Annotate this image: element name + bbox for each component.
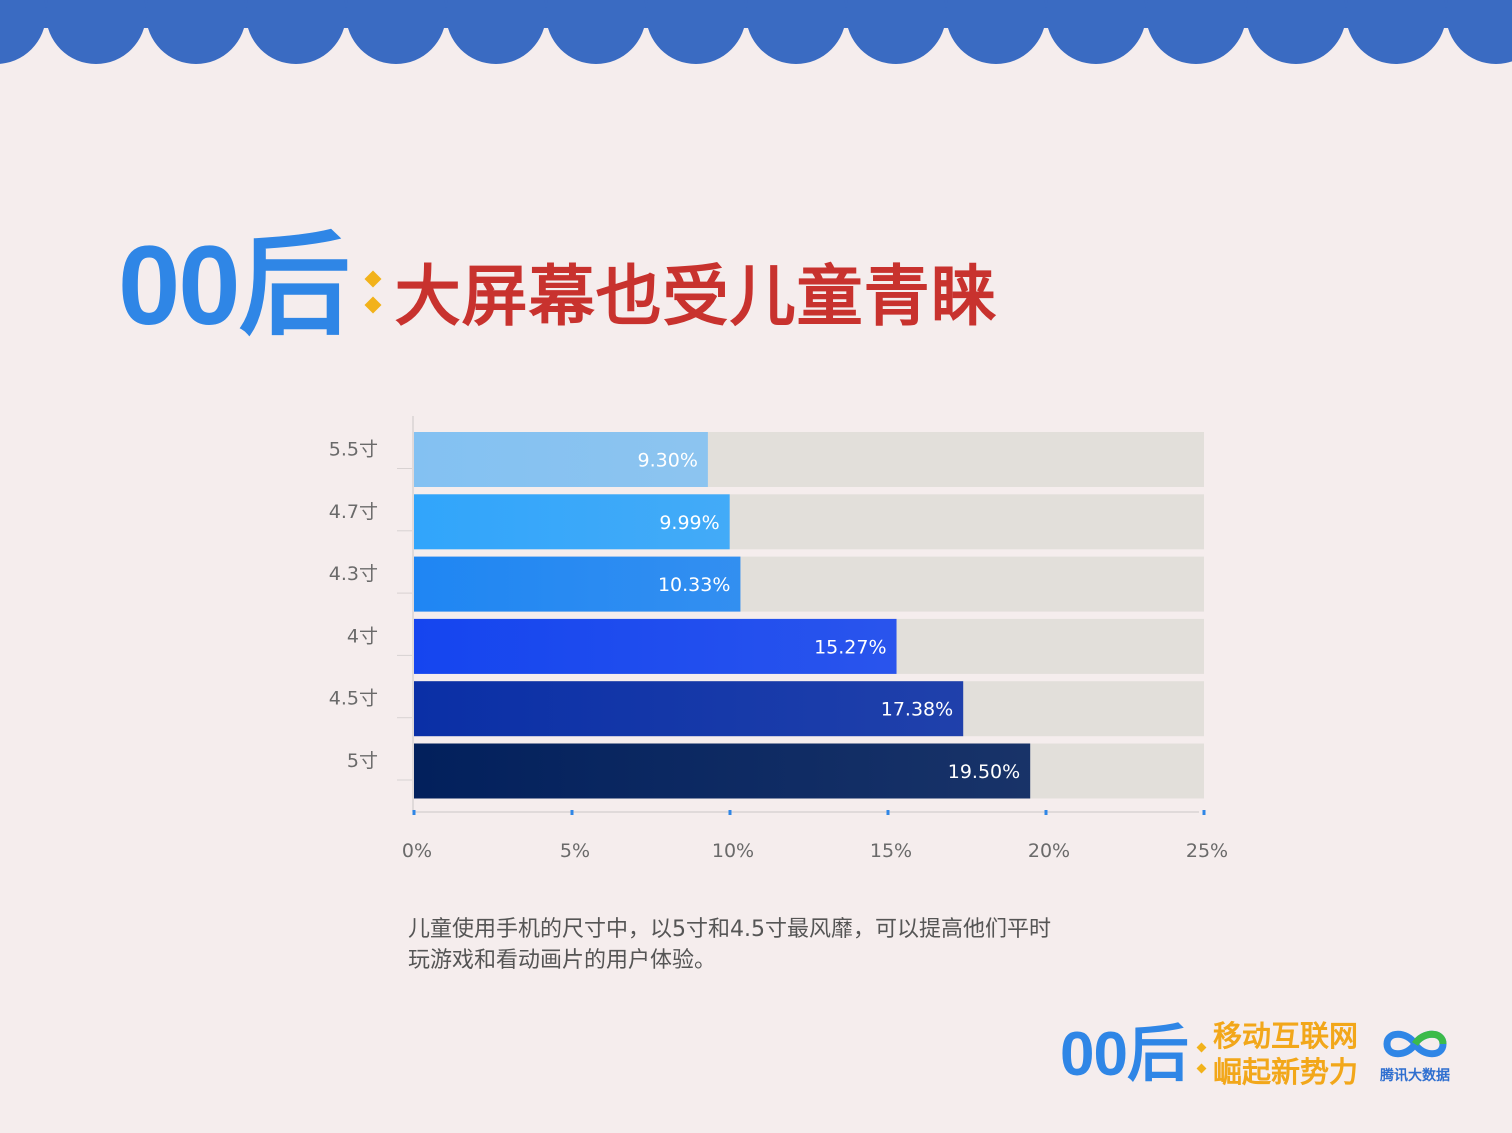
footer-title: 00后: [1060, 1020, 1189, 1089]
infinity-icon: [1383, 1030, 1447, 1058]
banner-scallop: [1346, 0, 1446, 64]
bar-value-label: 17.38%: [881, 699, 953, 721]
page-title: 00后 大屏幕也受儿童青睐: [118, 226, 998, 346]
banner-scallop: [146, 0, 246, 64]
banner-scallop: [1246, 0, 1346, 64]
banner-scallop: [946, 0, 1046, 64]
banner-scallop: [46, 0, 146, 64]
category-label: 4.3寸: [329, 563, 378, 585]
banner-scallop: [546, 0, 646, 64]
footer-slogan: 移动互联网 崛起新势力: [1213, 1019, 1358, 1091]
chart-caption: 儿童使用手机的尺寸中，以5寸和4.5寸最风靡，可以提高他们平时 玩游戏和看动画片…: [408, 914, 1168, 976]
bar-value-label: 9.30%: [638, 450, 698, 472]
category-label: 4.5寸: [329, 688, 378, 710]
caption-line-2: 玩游戏和看动画片的用户体验。: [408, 948, 717, 973]
footer-slogan-line-2: 崛起新势力: [1212, 1057, 1358, 1089]
caption-line-1: 儿童使用手机的尺寸中，以5寸和4.5寸最风靡，可以提高他们平时: [408, 917, 1051, 942]
x-tick-label: 10%: [712, 840, 754, 862]
scalloped-banner: [0, 0, 1512, 64]
bar-value-label: 9.99%: [659, 512, 719, 534]
bar: [414, 556, 741, 612]
tencent-bigdata-logo: 腾讯大数据: [1380, 1025, 1450, 1085]
banner-scallop: [846, 0, 946, 64]
logo-text: 腾讯大数据: [1379, 1067, 1450, 1083]
footer-brand: 00后 移动互联网 崛起新势力 腾讯大数据: [1060, 1020, 1450, 1090]
x-tick-label: 20%: [1028, 840, 1070, 862]
banner-scallop: [446, 0, 546, 64]
bar-value-label: 15.27%: [814, 636, 886, 658]
banner-scallop: [1046, 0, 1146, 64]
banner-scallop: [1146, 0, 1246, 64]
banner-scallop: [346, 0, 446, 64]
x-tick-label: 25%: [1186, 840, 1228, 862]
footer-colon-icon: [1196, 1042, 1207, 1074]
bar: [414, 743, 1031, 799]
footer-slogan-line-1: 移动互联网: [1212, 1021, 1358, 1053]
bar-chart: 9.30% 5.5寸 9.99% 4.7寸 10.33% 4.3寸 15.27% 4寸 17.3…: [329, 416, 1228, 862]
bar: [414, 494, 730, 550]
banner-scallop: [746, 0, 846, 64]
bar-value-label: 10.33%: [658, 574, 730, 596]
x-tick-label: 15%: [870, 840, 912, 862]
x-tick-label: 5%: [560, 840, 590, 862]
category-label: 4.7寸: [329, 501, 378, 523]
category-label: 4寸: [347, 625, 378, 647]
category-label: 5.5寸: [329, 439, 378, 461]
bar-value-label: 19.50%: [948, 761, 1020, 783]
category-label: 5寸: [347, 750, 378, 772]
title-subtitle: 大屏幕也受儿童青睐: [394, 259, 998, 333]
bar: [414, 432, 708, 487]
banner-scallop: [0, 0, 46, 64]
bar: [414, 618, 897, 674]
title-main: 00后: [118, 223, 351, 348]
banner-scallop: [1446, 0, 1512, 64]
x-tick-label: 0%: [402, 840, 432, 862]
banner-scallop: [646, 0, 746, 64]
bar: [414, 681, 964, 737]
banner-scallop: [246, 0, 346, 64]
